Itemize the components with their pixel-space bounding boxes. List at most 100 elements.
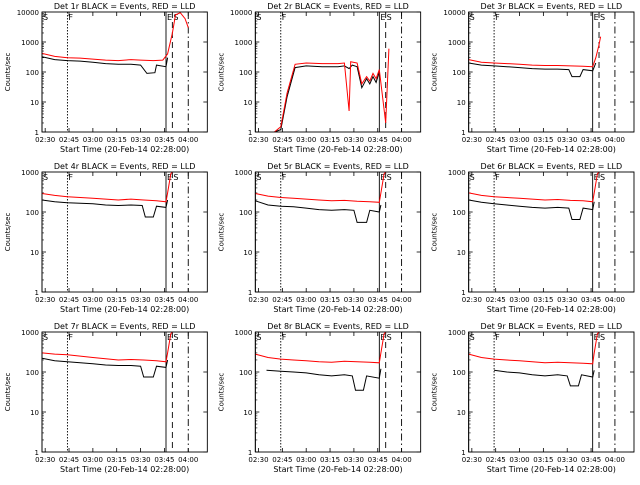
y-tick-label: 10 — [243, 249, 252, 257]
x-tick-label: 02:30 — [462, 296, 482, 304]
x-tick-label: 03:15 — [533, 296, 553, 304]
x-axis-label: Start Time (20-Feb-14 02:28:00) — [273, 305, 402, 314]
marker-label: S — [387, 13, 392, 22]
marker-label: E — [380, 13, 385, 22]
y-axis-label: Counts/sec — [4, 213, 12, 252]
x-tick-label: 03:30 — [130, 136, 150, 144]
y-tick-label: 100 — [26, 69, 39, 77]
x-axis-label: Start Time (20-Feb-14 02:28:00) — [60, 465, 189, 474]
x-tick-label: 02:30 — [248, 456, 268, 464]
x-tick-label: 02:30 — [462, 456, 482, 464]
x-tick-label: 02:45 — [272, 136, 292, 144]
marker-label: F — [495, 13, 500, 22]
y-tick-label: 10 — [30, 409, 39, 417]
panel-det-3: Det 3r BLACK = Events, RED = LLD 1 10 100 10… — [431, 2, 635, 154]
panel-det-4: Det 4r BLACK = Events, RED = LLD 1 10 100 10… — [4, 162, 208, 314]
y-tick-label: 1000 — [448, 39, 466, 47]
marker-label: F — [68, 13, 73, 22]
series-line-lld — [274, 48, 390, 132]
x-tick-label: 03:00 — [83, 456, 103, 464]
y-tick-label: 1000 — [235, 169, 253, 177]
marker-label: S — [600, 173, 605, 182]
plot-frame — [468, 171, 635, 293]
y-tick-label: 10 — [457, 99, 466, 107]
x-tick-label: 03:00 — [83, 296, 103, 304]
x-tick-label: 03:30 — [130, 456, 150, 464]
x-tick-label: 02:45 — [59, 456, 79, 464]
y-tick-label: 10 — [30, 249, 39, 257]
plot-frame — [41, 171, 208, 293]
series-line-lld — [255, 172, 387, 203]
x-tick-label: 03:45 — [368, 456, 388, 464]
y-tick-label: 1 — [248, 129, 252, 137]
panel-title: Det 1r BLACK = Events, RED = LLD — [54, 2, 196, 11]
series-group — [255, 172, 387, 223]
y-tick-label: 10 — [457, 249, 466, 257]
marker-label: E — [380, 173, 385, 182]
x-tick-label: 03:30 — [130, 296, 150, 304]
plot-frame — [41, 331, 208, 453]
panel-det-6: Det 6r BLACK = Events, RED = LLD 1 10 100 10… — [431, 162, 635, 314]
y-tick-label: 10 — [457, 409, 466, 417]
marker-label: F — [282, 173, 287, 182]
marker-label: S — [256, 173, 261, 182]
panel-det-8: Det 8r BLACK = Events, RED = LLD 1 10 100 10… — [217, 322, 422, 474]
series-line-lld — [468, 332, 600, 365]
x-tick-label: 03:15 — [320, 456, 340, 464]
marker-label: E — [167, 333, 172, 342]
panel-title: Det 6r BLACK = Events, RED = LLD — [481, 162, 623, 171]
panel-title: Det 3r BLACK = Events, RED = LLD — [481, 2, 623, 11]
panel-title: Det 9r BLACK = Events, RED = LLD — [481, 322, 623, 331]
x-tick-label: 03:15 — [107, 456, 127, 464]
series-line-lld — [42, 12, 189, 62]
y-tick-label: 10000 — [17, 9, 39, 17]
y-tick-label: 10000 — [443, 9, 465, 17]
x-tick-label: 03:45 — [154, 136, 174, 144]
panel-title: Det 2r BLACK = Events, RED = LLD — [267, 2, 409, 11]
marker-label: E — [380, 333, 385, 342]
x-tick-label: 02:45 — [272, 456, 292, 464]
x-tick-label: 03:45 — [581, 136, 601, 144]
x-tick-label: 03:00 — [296, 456, 316, 464]
series-group — [468, 36, 602, 78]
plot-frame — [254, 11, 422, 133]
marker-label: E — [167, 173, 172, 182]
x-tick-label: 03:30 — [557, 296, 577, 304]
x-tick-label: 04:00 — [178, 136, 198, 144]
marker-label: E — [167, 13, 172, 22]
marker-label: S — [43, 13, 48, 22]
x-tick-label: 03:30 — [344, 136, 364, 144]
x-axis-label: Start Time (20-Feb-14 02:28:00) — [487, 465, 616, 474]
x-tick-label: 03:45 — [368, 136, 388, 144]
y-tick-label: 1 — [461, 129, 465, 137]
y-axis-label: Counts/sec — [4, 53, 12, 92]
x-tick-label: 02:30 — [35, 456, 55, 464]
series-group — [42, 12, 189, 74]
x-tick-label: 03:15 — [107, 296, 127, 304]
x-tick-label: 02:30 — [35, 296, 55, 304]
panel-title: Det 7r BLACK = Events, RED = LLD — [54, 322, 196, 331]
x-tick-label: 03:45 — [581, 296, 601, 304]
marker-label: S — [470, 173, 475, 182]
y-axis-label: Counts/sec — [431, 213, 439, 252]
x-tick-label: 02:30 — [35, 136, 55, 144]
panel-title: Det 4r BLACK = Events, RED = LLD — [54, 162, 196, 171]
x-tick-label: 04:00 — [178, 456, 198, 464]
marker-label: F — [68, 173, 73, 182]
x-axis-label: Start Time (20-Feb-14 02:28:00) — [60, 145, 189, 154]
y-tick-label: 1000 — [21, 39, 39, 47]
series-line-events — [274, 64, 380, 132]
plot-frame — [468, 331, 635, 453]
series-line-lld — [42, 332, 173, 363]
series-group — [274, 48, 390, 132]
y-tick-label: 1 — [35, 289, 39, 297]
x-tick-label: 03:15 — [107, 136, 127, 144]
marker-label: S — [43, 333, 48, 342]
marker-label: S — [387, 333, 392, 342]
y-tick-label: 1 — [461, 289, 465, 297]
y-tick-label: 1000 — [21, 329, 39, 337]
y-tick-label: 1 — [35, 449, 39, 457]
series-line-lld — [255, 332, 387, 364]
x-tick-label: 03:00 — [509, 456, 529, 464]
panel-det-2: Det 2r BLACK = Events, RED = LLD 1 10 100 10… — [217, 2, 422, 154]
